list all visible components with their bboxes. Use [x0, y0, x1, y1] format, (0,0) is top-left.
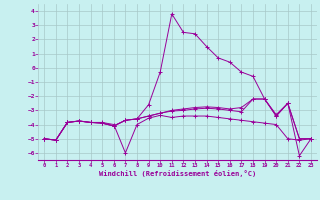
X-axis label: Windchill (Refroidissement éolien,°C): Windchill (Refroidissement éolien,°C) — [99, 170, 256, 177]
